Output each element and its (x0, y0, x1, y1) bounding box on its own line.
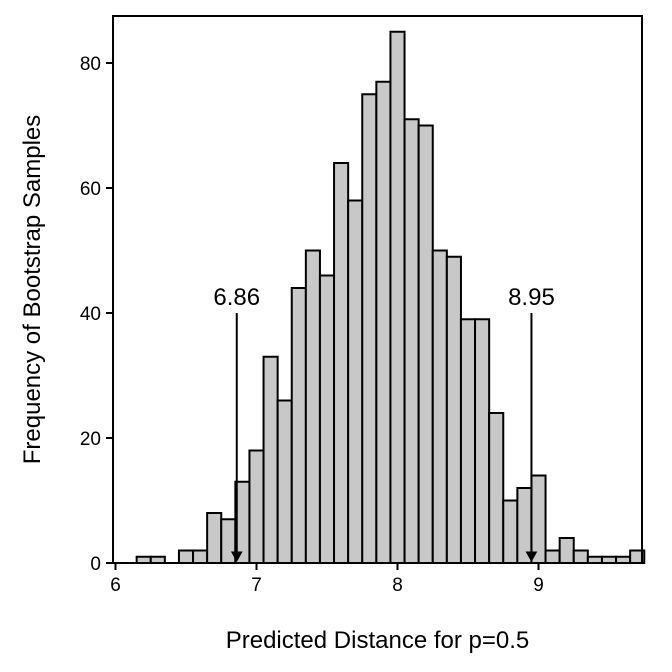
panel-border (112, 15, 643, 564)
x-tick-label: 6 (110, 575, 121, 596)
annotation-arrowhead (230, 551, 243, 563)
histogram-bar (361, 93, 378, 564)
histogram-bar (431, 249, 448, 564)
y-tick-label: 60 (80, 179, 101, 200)
histogram-bar (558, 537, 575, 564)
histogram-bar (318, 274, 336, 564)
histogram-bar (276, 399, 293, 564)
histogram-bar (474, 318, 491, 564)
y-tick-label: 80 (80, 54, 101, 75)
histogram-bar (177, 549, 195, 564)
annotation-label: 6.86 (213, 284, 260, 311)
y-tick-label: 20 (80, 429, 101, 450)
annotation-arrowhead (525, 551, 538, 563)
histogram-bar (502, 499, 519, 564)
histogram-bar (262, 355, 279, 564)
histogram-bar (445, 255, 462, 564)
histogram-bar (389, 30, 406, 564)
x-tick-label: 7 (251, 575, 262, 596)
histogram-bar (488, 412, 505, 564)
x-tick-label: 9 (533, 575, 544, 596)
histogram-bar (192, 549, 209, 564)
histogram-bar (417, 124, 434, 564)
x-tick-label: 8 (392, 575, 403, 596)
histogram-bar (403, 118, 420, 564)
y-tick-label: 0 (90, 554, 101, 575)
histogram-bar (530, 474, 547, 564)
bars-layer (135, 30, 646, 564)
annotations-layer: 6.86 8.95 (213, 284, 555, 563)
histogram-bar (304, 249, 321, 564)
histogram-bar (572, 549, 589, 564)
y-tick-label: 40 (80, 304, 101, 325)
histogram-bar (544, 549, 561, 564)
histogram-bar (290, 287, 307, 564)
annotation-label: 8.95 (508, 284, 555, 311)
histogram-bar (347, 199, 364, 564)
histogram-bar (333, 162, 350, 564)
histogram-bar (206, 512, 223, 564)
histogram-bar (248, 449, 265, 564)
histogram-bar (220, 518, 237, 564)
histogram-bar (375, 80, 392, 564)
y-axis-title: Frequency of Bootstrap Samples (19, 115, 46, 465)
axes-layer: 6 7 8 9 0 20 40 60 80 (80, 54, 544, 596)
x-axis-title: Predicted Distance for p=0.5 (226, 627, 530, 654)
histogram-bar (459, 318, 477, 564)
